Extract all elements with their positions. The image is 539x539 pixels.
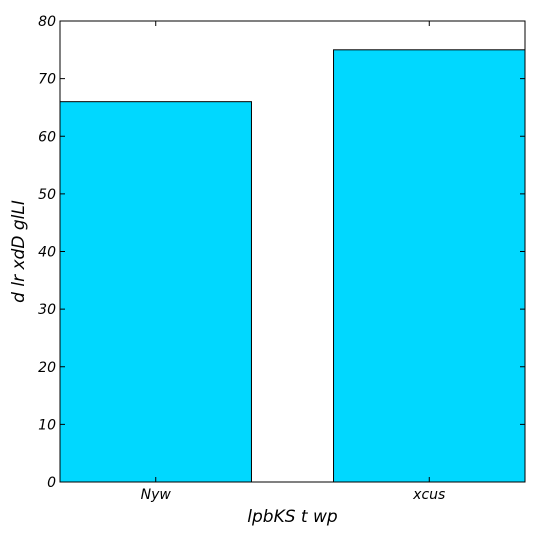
y-tick-label: 80 [38,14,56,30]
x-tick-label: xcus [412,487,445,503]
x-axis-label: lpbKS t wp [247,507,338,527]
bar-xcus [333,49,526,483]
labels-layer: Nyw xcus 0 10 20 30 40 50 60 70 80 [38,14,445,503]
bar-Nyw [59,101,252,483]
x-tick-label: Nyw [141,487,172,503]
y-tick-label: 20 [38,360,56,376]
bars-layer [59,49,526,483]
y-tick-label: 10 [38,417,56,433]
y-tick-label: 30 [38,302,56,318]
plot-frame [59,20,526,483]
y-tick-label: 70 [38,72,56,88]
y-axis-label: d lr xdD glLI [9,200,29,303]
y-tick-label: 0 [47,475,56,491]
y-tick-label: 60 [38,129,56,145]
y-tick-label: 50 [38,187,56,203]
y-tick-label: 40 [38,245,56,261]
